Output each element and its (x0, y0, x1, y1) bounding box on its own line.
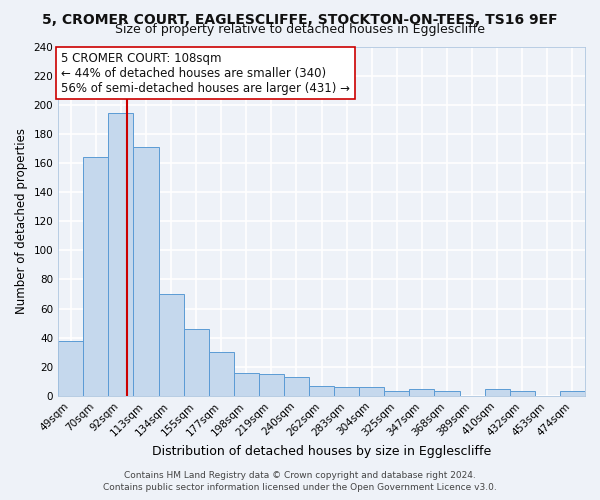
Bar (560, 392, 585, 396)
Bar (284, 377, 309, 396)
Bar (158, 294, 184, 396)
Bar (485, 388, 510, 396)
Text: Size of property relative to detached houses in Egglescliffe: Size of property relative to detached ho… (115, 22, 485, 36)
Bar (385, 392, 409, 396)
Bar (133, 147, 158, 396)
Bar (510, 392, 535, 396)
Bar (409, 388, 434, 396)
Bar (334, 387, 359, 396)
Bar (434, 392, 460, 396)
Text: 5 CROMER COURT: 108sqm
← 44% of detached houses are smaller (340)
56% of semi-de: 5 CROMER COURT: 108sqm ← 44% of detached… (61, 52, 350, 94)
Text: Contains HM Land Registry data © Crown copyright and database right 2024.
Contai: Contains HM Land Registry data © Crown c… (103, 471, 497, 492)
Bar (234, 372, 259, 396)
Bar (209, 352, 234, 396)
Bar (83, 157, 109, 396)
Bar (184, 329, 209, 396)
Bar (58, 340, 83, 396)
Bar (359, 387, 385, 396)
Y-axis label: Number of detached properties: Number of detached properties (15, 128, 28, 314)
Bar (309, 386, 334, 396)
X-axis label: Distribution of detached houses by size in Egglescliffe: Distribution of detached houses by size … (152, 444, 491, 458)
Bar (259, 374, 284, 396)
Text: 5, CROMER COURT, EAGLESCLIFFE, STOCKTON-ON-TEES, TS16 9EF: 5, CROMER COURT, EAGLESCLIFFE, STOCKTON-… (42, 12, 558, 26)
Bar (109, 114, 133, 396)
